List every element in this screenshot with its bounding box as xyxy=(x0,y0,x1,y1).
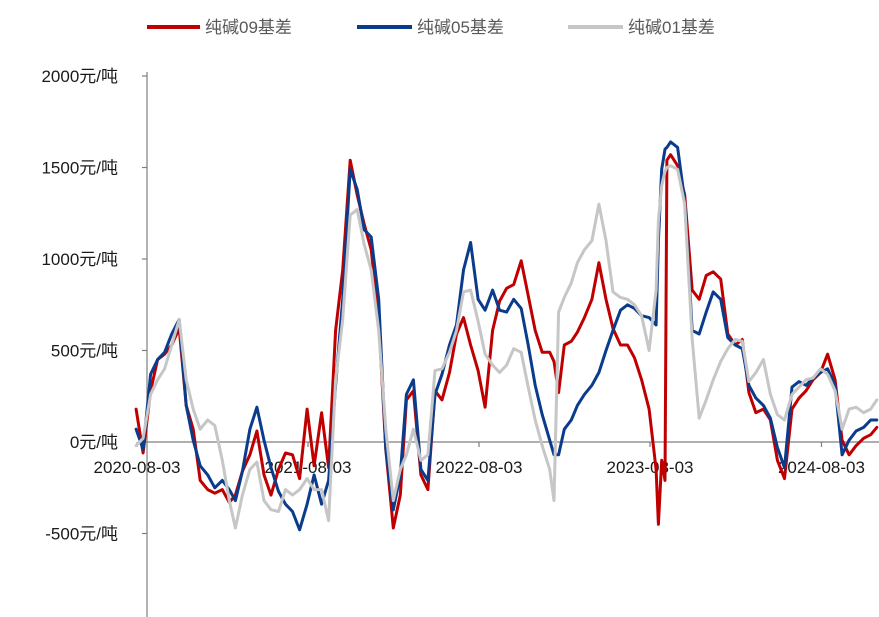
y-tick-label: 2000元/吨 xyxy=(41,67,118,86)
series-line-05-basis xyxy=(134,140,879,532)
y-tick-label: -500元/吨 xyxy=(45,525,118,544)
x-tick-label: 2023-08-03 xyxy=(607,458,694,477)
y-tick-label: 1500元/吨 xyxy=(41,159,118,178)
y-tick-label: 0元/吨 xyxy=(70,433,118,452)
x-tick-label: 2020-08-03 xyxy=(94,458,181,477)
y-axis-ticks: 2000元/吨 1500元/吨 1000元/吨 500元/吨 0元/吨 -500元/吨 xyxy=(41,67,147,544)
legend-item-01-basis: 纯碱01基差 xyxy=(568,18,715,37)
x-tick-label: 2022-08-03 xyxy=(436,458,523,477)
x-tick-label: 2024-08-03 xyxy=(778,458,865,477)
y-tick-label: 1000元/吨 xyxy=(41,250,118,269)
legend-item-05-basis: 纯碱05基差 xyxy=(357,18,504,37)
plot-area xyxy=(134,140,879,532)
x-axis-ticks: 2020-08-03 2021-08-03 2022-08-03 2023-08-03… xyxy=(94,442,865,477)
legend-label-01-basis: 纯碱01基差 xyxy=(628,18,715,37)
series-line-09-basis xyxy=(134,153,879,530)
y-tick-label: 500元/吨 xyxy=(51,342,118,361)
legend-label-09-basis: 纯碱09基差 xyxy=(205,18,292,37)
series-line-01-basis xyxy=(134,164,879,530)
legend-item-09-basis: 纯碱09基差 xyxy=(147,18,292,37)
legend-label-05-basis: 纯碱05基差 xyxy=(417,18,504,37)
legend: 纯碱09基差 纯碱05基差 纯碱01基差 xyxy=(147,18,715,37)
